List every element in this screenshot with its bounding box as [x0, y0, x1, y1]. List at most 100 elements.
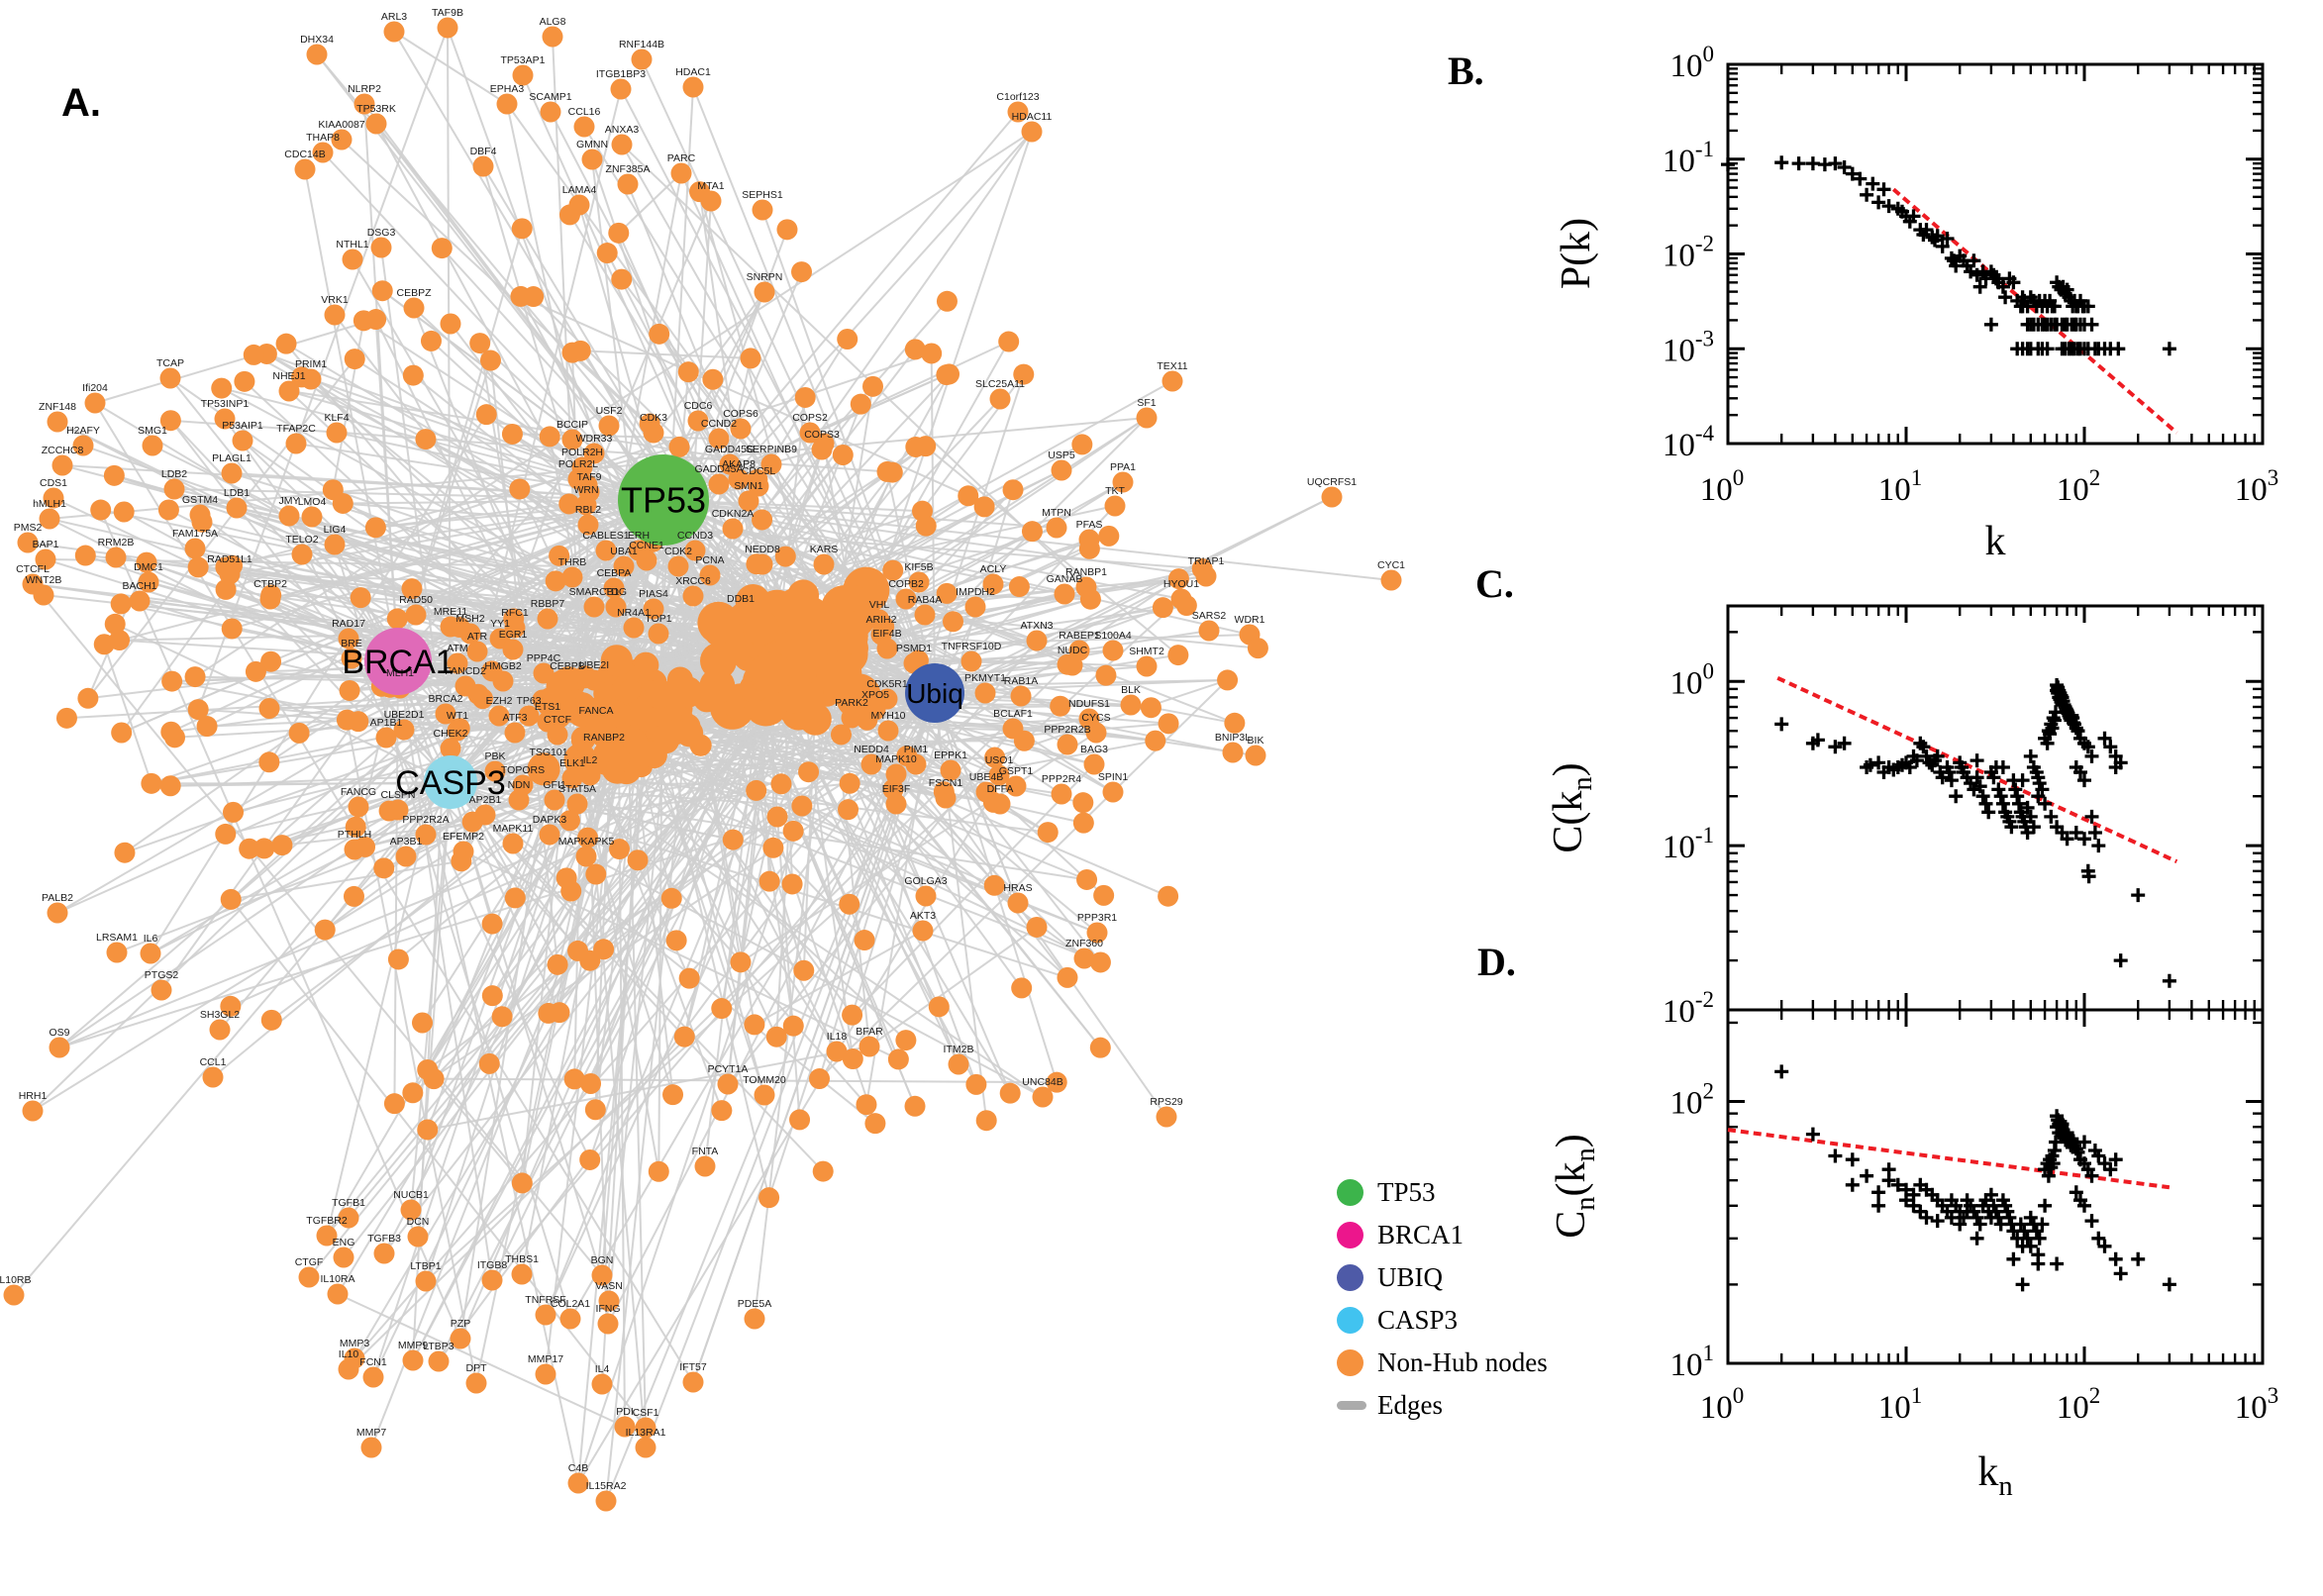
network-node-label: IL6	[144, 933, 158, 945]
network-node	[813, 553, 835, 575]
network-node-label: Ifi204	[82, 382, 108, 394]
network-node-label: DBF4	[470, 146, 497, 157]
network-node	[1217, 669, 1239, 691]
network-node-label: POLR2H	[561, 447, 603, 458]
data-point	[2091, 839, 2106, 853]
network-node	[84, 392, 106, 414]
network-node	[1156, 1106, 1177, 1128]
network-node	[668, 436, 690, 457]
network-node-label: AP1B1	[370, 717, 403, 729]
data-point	[2023, 1210, 2038, 1225]
data-point	[2091, 1231, 2106, 1246]
network-node	[114, 842, 136, 863]
network-node-label: COL2A1	[551, 1298, 590, 1310]
network-node	[549, 1002, 570, 1024]
node-color-icon	[1337, 1264, 1364, 1291]
network-node	[609, 839, 631, 860]
legend: TP53 BRCA1 UBIQ CASP3 Non-Hub nodes Edges	[1337, 1171, 1548, 1427]
network-node-label: IFT57	[679, 1361, 707, 1373]
network-node	[316, 1225, 338, 1247]
network-node-label: BAG3	[1080, 744, 1108, 755]
network-node-label: TGFB1	[332, 1197, 365, 1209]
data-point	[1983, 1187, 1998, 1202]
network-node	[140, 943, 161, 964]
network-node-label: CTCFL	[16, 563, 50, 575]
fit-line	[1727, 1128, 2171, 1190]
network-node	[593, 742, 615, 763]
network-node	[214, 408, 236, 430]
network-node	[611, 134, 633, 155]
network-node-label: CTBP2	[253, 578, 287, 590]
network-node	[1037, 822, 1059, 844]
network-node	[742, 609, 779, 647]
network-node	[479, 349, 501, 371]
data-point	[1774, 1064, 1789, 1079]
network-node	[1321, 486, 1343, 508]
network-node-label: AP3B1	[390, 836, 423, 848]
network-node	[975, 1110, 997, 1132]
network-node	[383, 1093, 405, 1115]
network-node-label: BFAR	[856, 1026, 883, 1038]
network-node	[449, 617, 470, 639]
network-node	[111, 722, 133, 744]
hub-node-tp53	[618, 454, 709, 546]
network-node-label: TNFRSF	[525, 1294, 565, 1306]
network-node	[798, 761, 820, 783]
network-node	[702, 368, 724, 390]
network-node-label: STAT5A	[558, 783, 596, 795]
network-node-label: TGFBR2	[306, 1215, 348, 1227]
network-node-label: UQCRFS1	[1307, 476, 1357, 488]
network-node-label: EPPK1	[934, 749, 967, 761]
axis-tick-label: 102	[1670, 1079, 1715, 1122]
legend-label: Non-Hub nodes	[1377, 1347, 1548, 1377]
network-node	[882, 778, 904, 800]
data-point	[2087, 826, 2102, 840]
network-node-label: BCLAF1	[993, 708, 1033, 720]
network-node-label: PPP3R1	[1077, 912, 1117, 924]
network-node-label: LTBP3	[423, 1341, 454, 1352]
network-node-label: IFNG	[595, 1303, 620, 1315]
network-node-label: PCYT1A	[708, 1063, 749, 1075]
network-node	[558, 810, 580, 832]
network-node	[472, 155, 494, 177]
data-point	[1949, 789, 1964, 804]
x-axis-title: kn	[1977, 1449, 2012, 1502]
network-node-label: IL13RA1	[626, 1427, 666, 1439]
network-node	[1013, 730, 1035, 751]
network-node	[774, 546, 796, 567]
network-node	[559, 1308, 581, 1330]
network-node	[754, 281, 775, 303]
network-node	[1145, 730, 1166, 751]
network-node-label: POLR2L	[558, 458, 598, 470]
network-node	[595, 540, 617, 561]
network-node-label: TP53RK	[356, 103, 396, 115]
network-node-label: FANCG	[341, 786, 376, 798]
network-node	[338, 628, 359, 649]
network-node	[209, 1019, 231, 1041]
network-node	[151, 979, 172, 1001]
network-node	[163, 478, 185, 500]
network-node	[239, 838, 260, 859]
network-node	[677, 361, 699, 383]
axis-tick-label: 102	[2057, 1383, 2101, 1426]
network-node-label: CEBPB	[550, 660, 585, 672]
axis-tick-label: 10-3	[1663, 326, 1714, 368]
network-node	[1026, 630, 1048, 651]
data-point	[1991, 782, 2006, 797]
network-node-label: IL10RB	[0, 1274, 32, 1286]
network-node	[465, 1372, 487, 1394]
network-node-label: AKAP8	[722, 458, 756, 470]
network-node	[873, 616, 895, 638]
network-node	[648, 623, 669, 645]
network-node	[744, 1308, 765, 1330]
network-node-label: HYOU1	[1163, 578, 1199, 590]
network-node	[538, 756, 559, 778]
network-node	[401, 578, 423, 600]
network-node	[35, 549, 56, 570]
network-node	[338, 1358, 359, 1380]
network-node	[371, 280, 393, 302]
data-point	[2060, 282, 2074, 297]
